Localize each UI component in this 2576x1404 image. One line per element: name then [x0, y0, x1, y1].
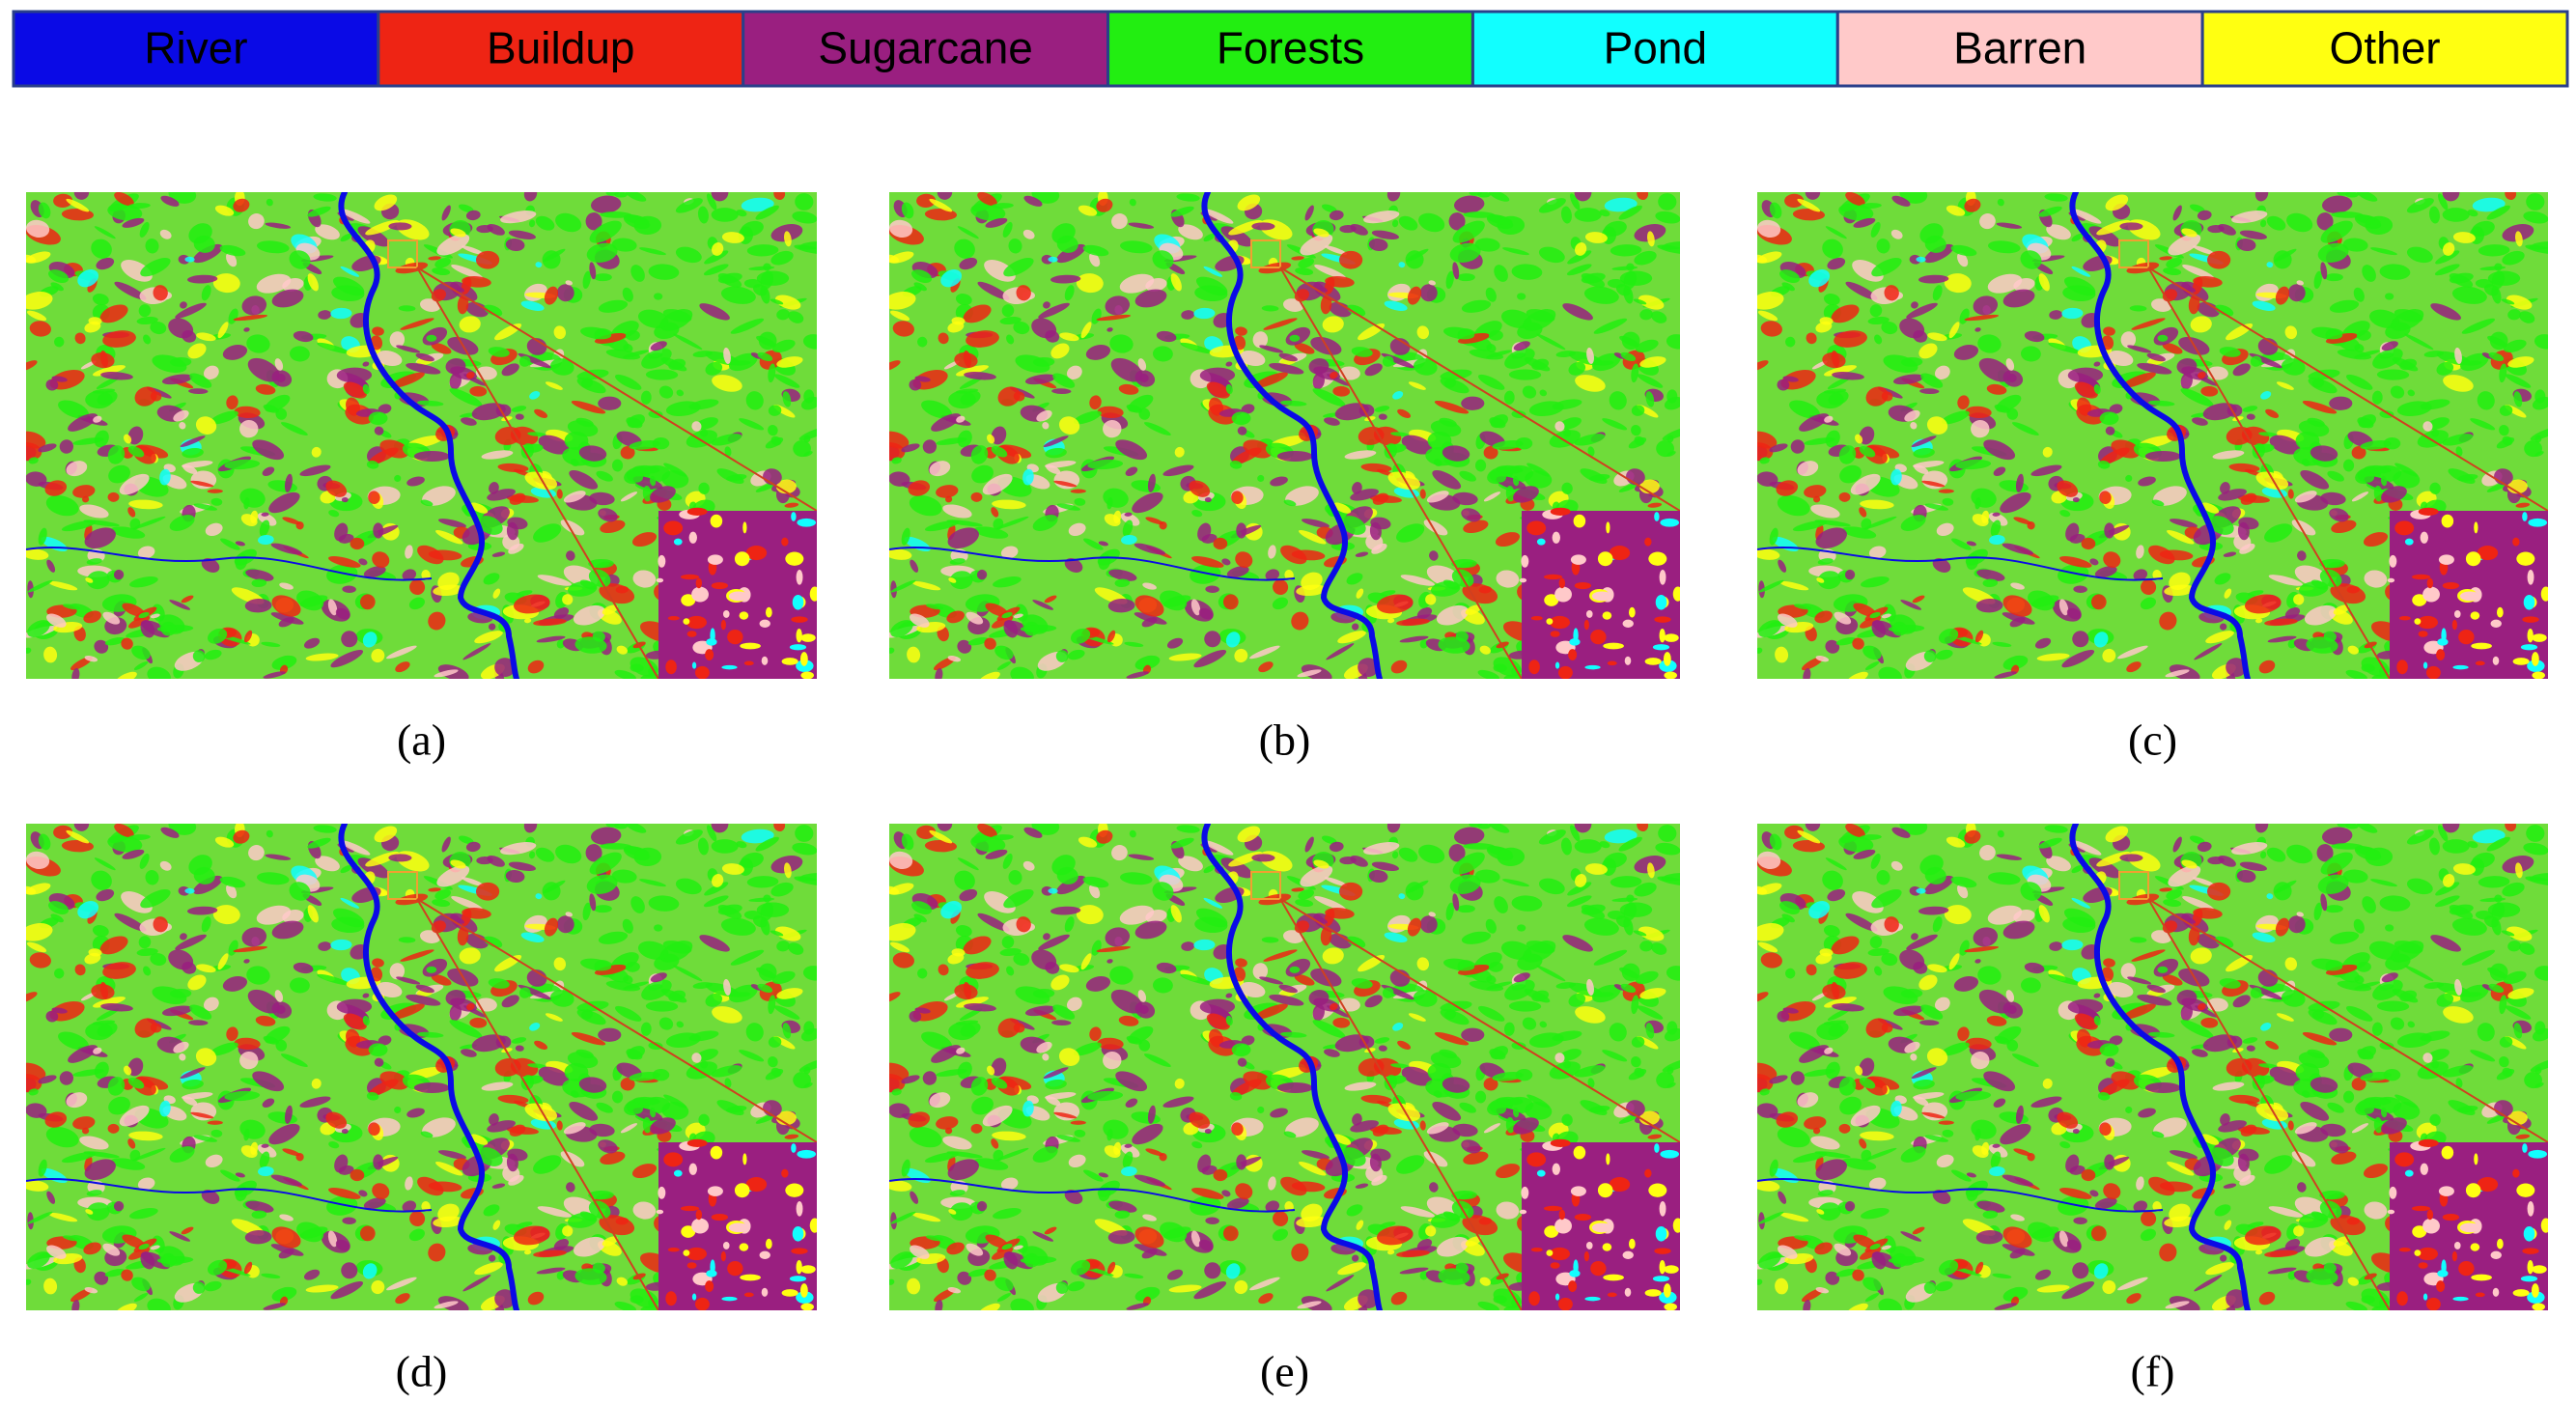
legend-swatch [12, 10, 380, 88]
legend-swatch [1835, 10, 2204, 88]
legend: River Buildup Sugarcane Forests Pond Barren Ot… [12, 10, 2569, 88]
panel-label: (c) [2128, 716, 2177, 765]
legend-label: River [144, 23, 247, 73]
map-panel [876, 812, 1697, 1319]
legend-label: Buildup [487, 23, 634, 73]
legend-label: Other [2330, 23, 2441, 73]
legend-swatch [1470, 10, 1839, 88]
legend-swatch [742, 10, 1110, 88]
map-panel [1744, 812, 2565, 1319]
panel-label: (b) [1259, 716, 1311, 765]
map-panel [876, 181, 1697, 688]
panels: (a) (b) (c) (d) (e) (f) [13, 181, 2565, 1396]
panel-label: (e) [1260, 1347, 1309, 1396]
legend-swatch [2200, 10, 2569, 88]
panel-label: (a) [397, 716, 446, 765]
legend-label: Sugarcane [818, 23, 1033, 73]
map-panel [1744, 181, 2565, 688]
panel-label: (f) [2131, 1347, 2175, 1396]
map-panel [13, 812, 834, 1319]
legend-label: Forests [1217, 23, 1364, 73]
legend-label: Barren [1953, 23, 2086, 73]
map-panel [13, 181, 834, 688]
panel-label: (d) [396, 1347, 448, 1396]
legend-swatch [377, 10, 745, 88]
legend-label: Pond [1604, 23, 1707, 73]
